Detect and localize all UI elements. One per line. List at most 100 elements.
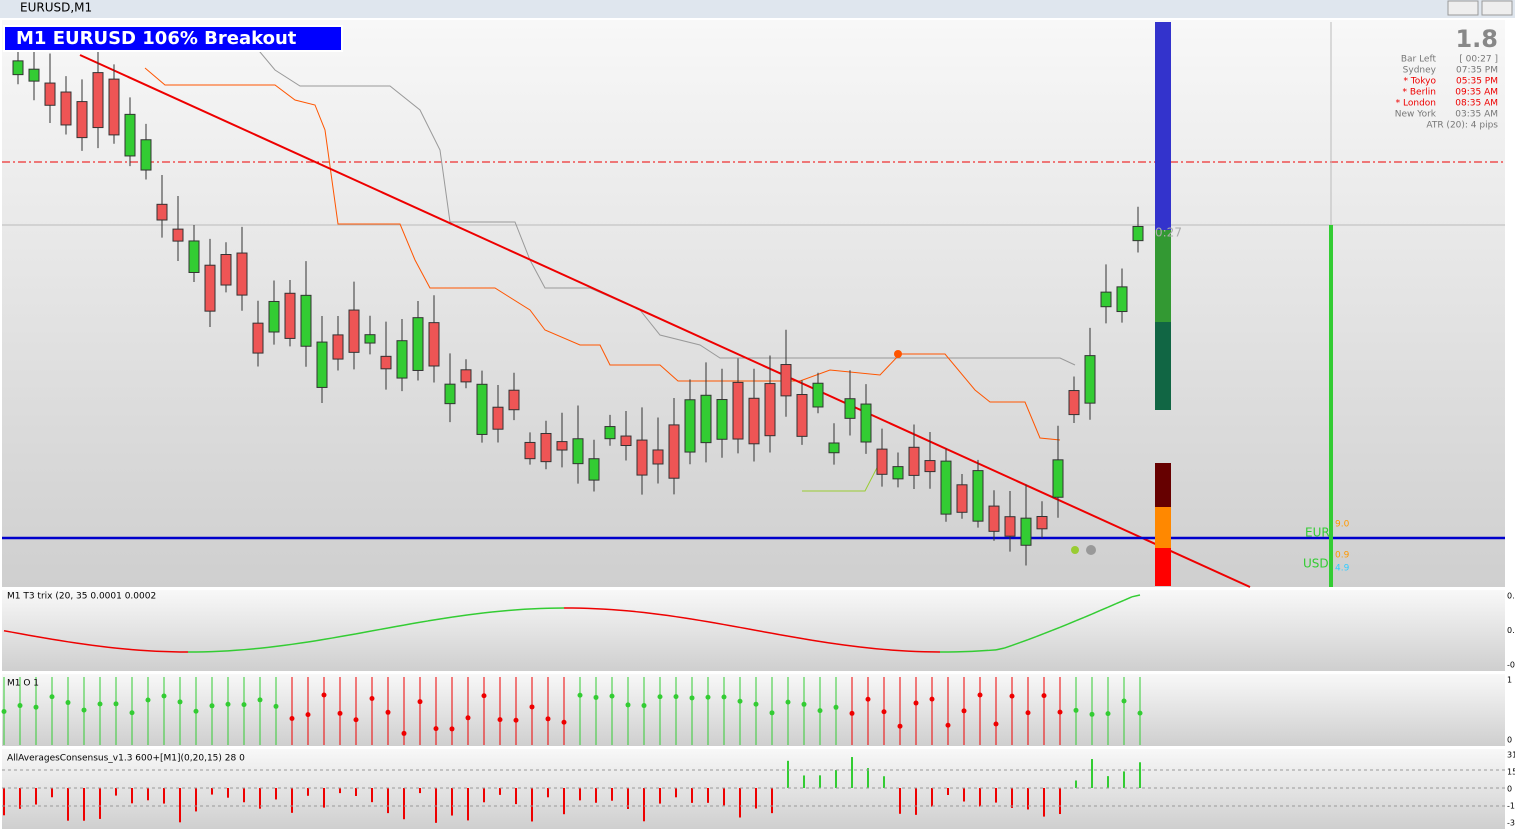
axis-label: 0.4 [1507, 592, 1515, 601]
candle [813, 383, 823, 407]
candle [493, 407, 503, 429]
strength-bar [1155, 548, 1171, 586]
trix-line [516, 609, 524, 610]
osc-dot [690, 695, 695, 700]
main-chart [2, 20, 1505, 587]
eur-label: EUR [1305, 526, 1330, 540]
trix-line [228, 650, 236, 651]
osc-dot [882, 709, 887, 714]
maximize-button[interactable] [1482, 1, 1512, 15]
candle [397, 341, 407, 378]
candle [445, 384, 455, 403]
candle [189, 241, 199, 273]
strength-bar [1155, 22, 1171, 230]
candle [989, 506, 999, 531]
candle [589, 459, 599, 480]
subwindow-label: AllAveragesConsensus_v1.3 600+[M1](0,20,… [7, 754, 245, 764]
trix-line [236, 650, 244, 651]
window-title: EURUSD,M1 [20, 1, 92, 15]
clock-value: 03:35 AM [1455, 110, 1498, 120]
candle [637, 440, 647, 475]
osc-dot [50, 694, 55, 699]
osc-dot [866, 697, 871, 702]
osc-dot [914, 701, 919, 706]
trix-line [132, 650, 140, 651]
trix-line [508, 610, 516, 611]
candle [845, 399, 855, 419]
candle [1069, 391, 1079, 415]
osc-dot [418, 699, 423, 704]
axis-label: 15 [1507, 768, 1515, 777]
clock-label: Sydney [1403, 66, 1437, 76]
osc-dot [146, 697, 151, 702]
candle [1037, 517, 1047, 529]
candle [685, 400, 695, 452]
candle [941, 461, 951, 514]
axis-label: 0.2 [1507, 626, 1515, 635]
candle [365, 335, 375, 343]
osc-dot [258, 697, 263, 702]
osc-dot [754, 702, 759, 707]
trix-line [260, 647, 268, 648]
eur-value: 9.0 [1335, 520, 1350, 530]
trix-line [612, 610, 620, 611]
osc-dot [1042, 693, 1047, 698]
osc-dot [130, 710, 135, 715]
candle [893, 467, 903, 479]
osc-dot [1010, 694, 1015, 699]
osc-dot [210, 703, 215, 708]
trix-line [644, 613, 652, 614]
trix-line [276, 645, 284, 646]
dot [1086, 545, 1096, 555]
candle [477, 384, 487, 434]
osc-dot [450, 726, 455, 731]
osc-dot [978, 693, 983, 698]
osc-dot [738, 699, 743, 704]
candle [93, 73, 103, 128]
osc-dot [898, 724, 903, 729]
osc-dot [402, 731, 407, 736]
candle [573, 439, 583, 464]
candle [13, 61, 23, 75]
candle [509, 390, 519, 410]
atr: ATR (20): 4 pips [1426, 121, 1498, 131]
osc-dot [930, 697, 935, 702]
clock-label: * Tokyo [1403, 77, 1436, 87]
trix-line [116, 648, 124, 649]
candle [1101, 292, 1111, 307]
minimize-button[interactable] [1448, 1, 1478, 15]
osc-dot [674, 694, 679, 699]
osc-dot [1026, 710, 1031, 715]
trix-line [988, 650, 996, 651]
axis-label: 0 [1507, 785, 1512, 794]
trix-line [860, 647, 868, 648]
candle [957, 485, 967, 513]
osc-dot [66, 700, 71, 705]
strength-bar [1155, 463, 1171, 507]
candle [45, 83, 55, 105]
clock-label: Bar Left [1401, 55, 1437, 65]
trix-line [892, 650, 900, 651]
osc-dot [562, 720, 567, 725]
candle [861, 404, 871, 442]
candle [237, 253, 247, 295]
banner: M1 EURUSD 106% Breakout [16, 28, 297, 49]
candle [29, 69, 39, 81]
candle [1053, 460, 1063, 497]
spread: 1.8 [1455, 25, 1498, 53]
osc-dot [114, 701, 119, 706]
candle [717, 400, 727, 440]
candle [205, 265, 215, 311]
trix-line [484, 612, 492, 613]
osc-dot [274, 704, 279, 709]
osc-dot [850, 711, 855, 716]
subwindow-label: M1 O 1 [7, 679, 39, 689]
trix-line [852, 646, 860, 647]
strength-bar [1155, 230, 1171, 322]
osc-dot [466, 715, 471, 720]
trix-line [124, 649, 132, 650]
osc-dot [546, 716, 551, 721]
candle [317, 342, 327, 387]
osc-dot [770, 710, 775, 715]
